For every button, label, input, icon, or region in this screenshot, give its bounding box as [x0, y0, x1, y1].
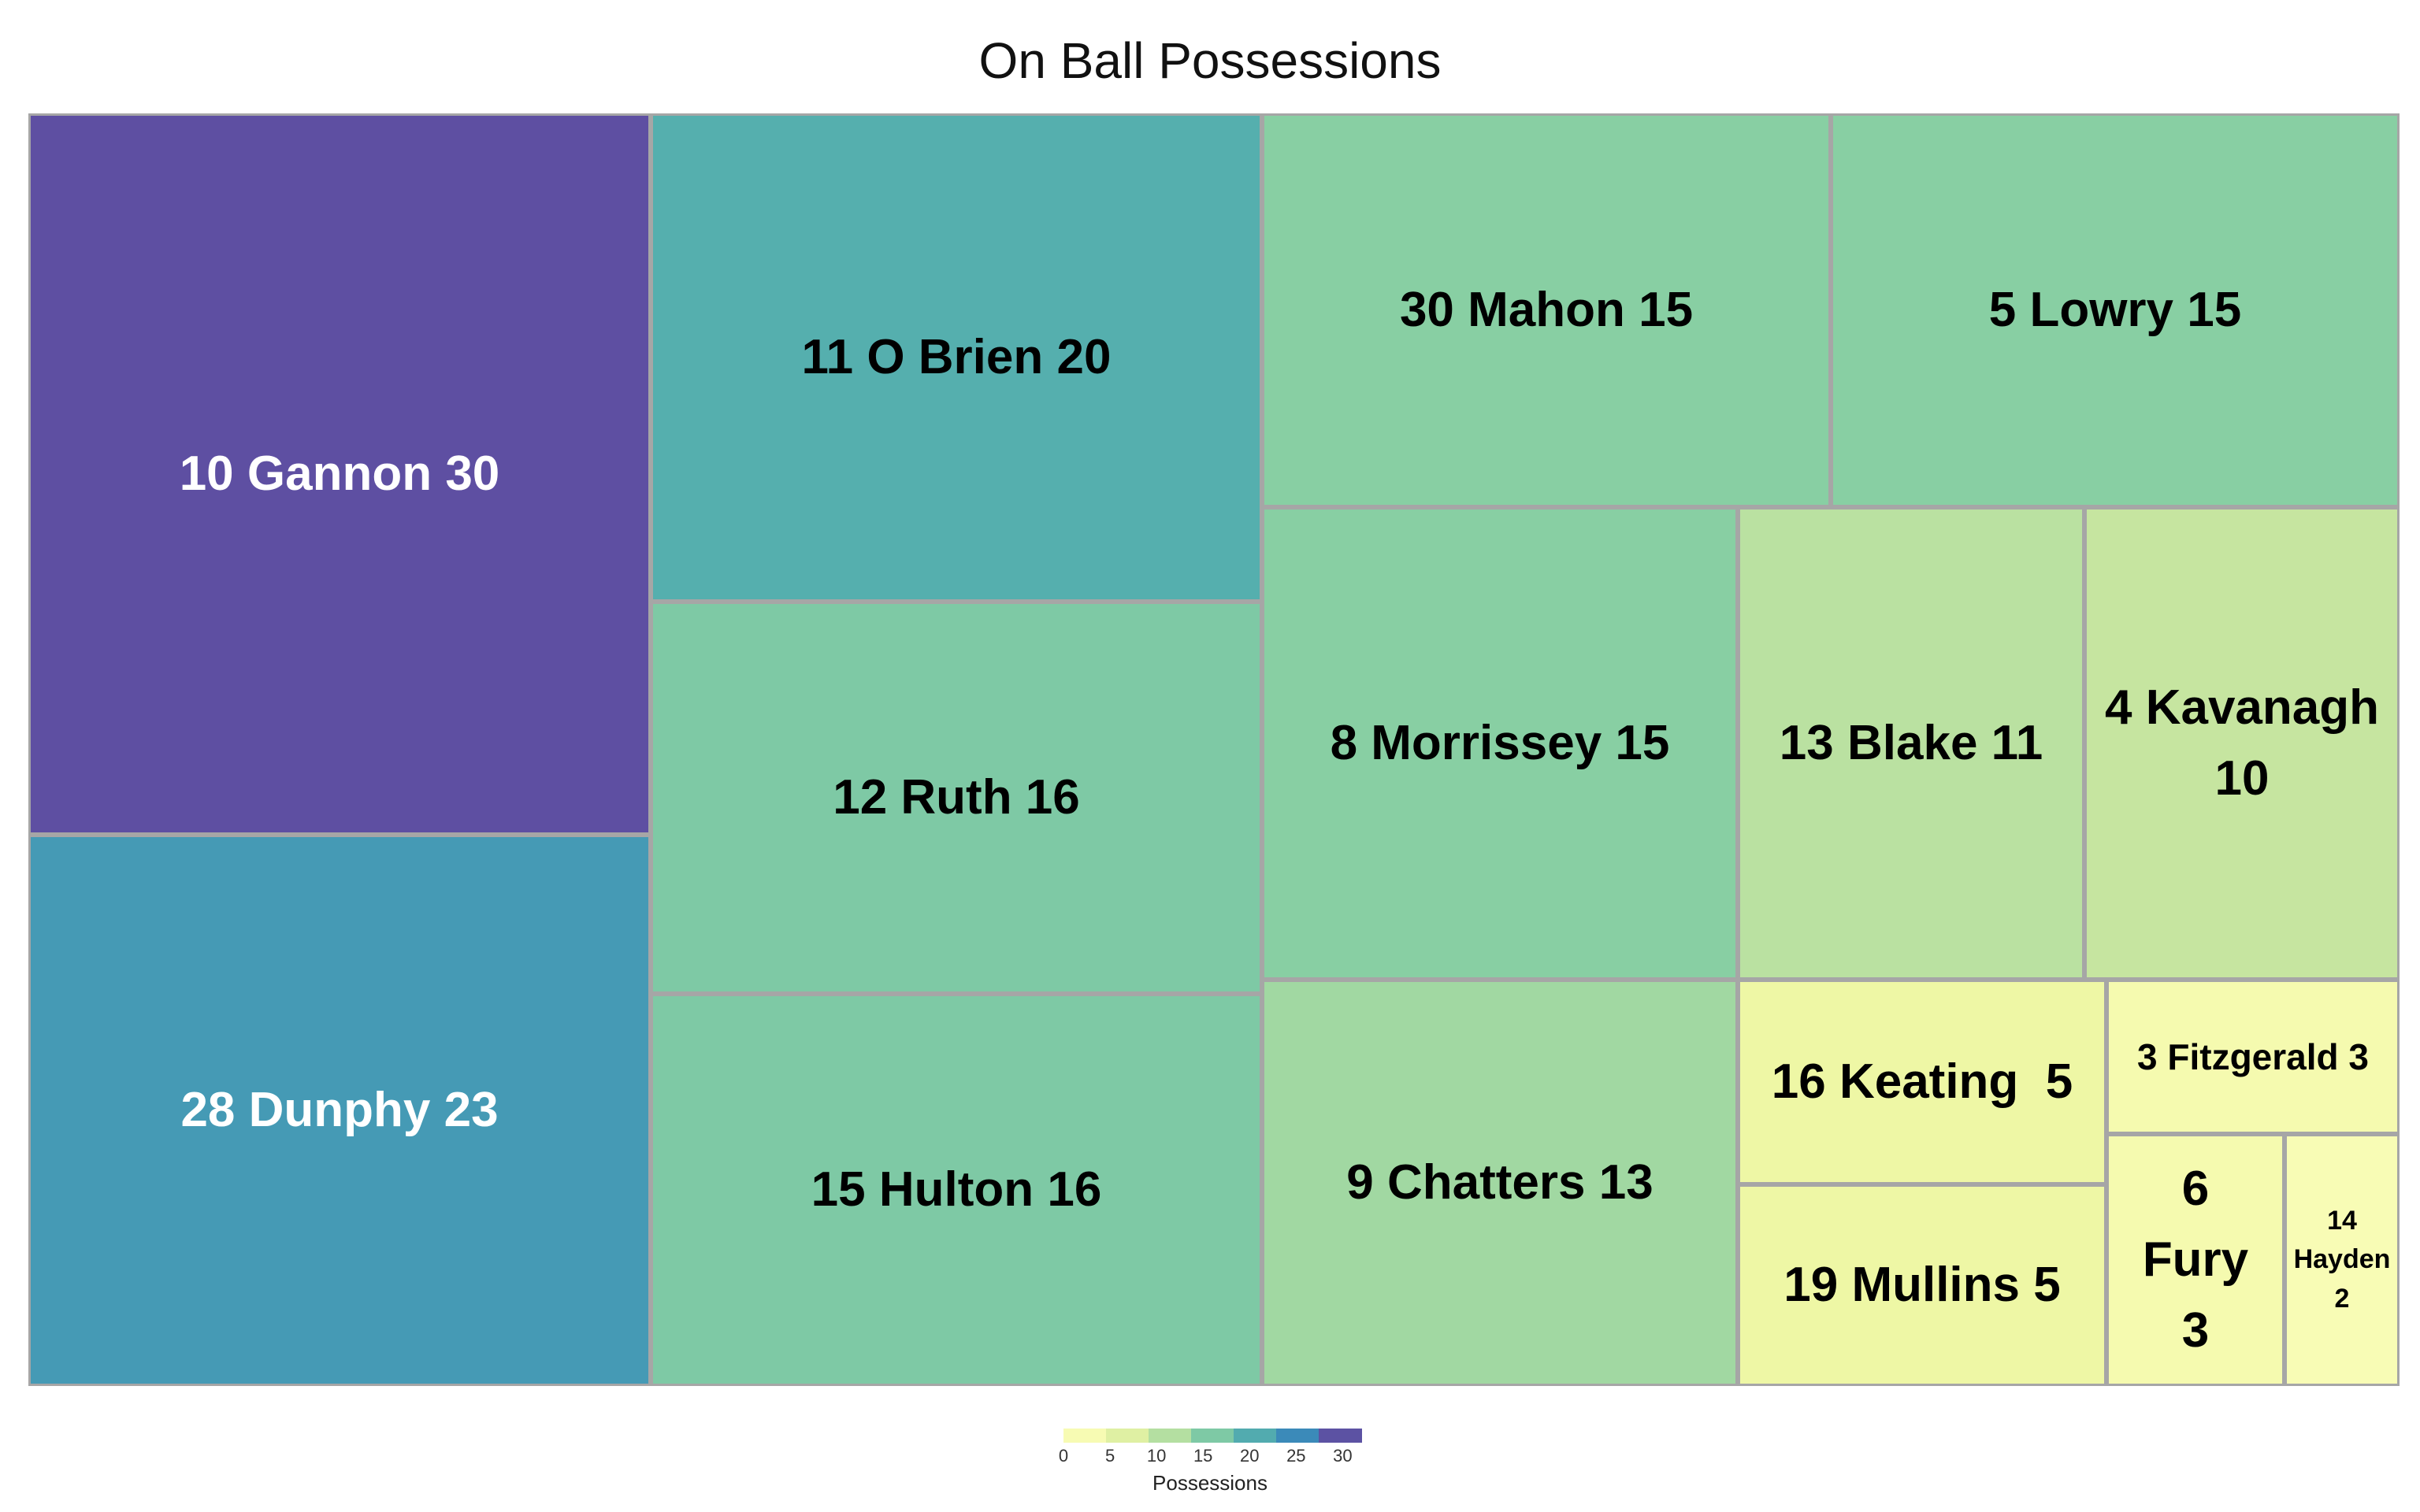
legend-tick-label: 25 — [1286, 1446, 1306, 1466]
tile-label: 19 Mullins 5 — [1783, 1258, 2061, 1313]
treemap-tile: 28 Dunphy 23 — [28, 835, 651, 1386]
tile-label: 9 Chatters 13 — [1346, 1155, 1654, 1210]
tile-label: 28 Dunphy 23 — [180, 1083, 499, 1138]
treemap-tile: 8 Morrissey 15 — [1262, 507, 1738, 980]
treemap-tile: 19 Mullins 5 — [1738, 1184, 2106, 1386]
tile-label: 3 Fitzgerald 3 — [2137, 1036, 2369, 1077]
legend-swatch — [1063, 1429, 1107, 1443]
legend-swatch — [1106, 1429, 1149, 1443]
legend-tick-label: 5 — [1104, 1446, 1115, 1466]
tile-label: 15 Hulton 16 — [811, 1162, 1102, 1217]
legend-tick-label: 20 — [1240, 1446, 1260, 1466]
treemap-tile: 5 Lowry 15 — [1831, 113, 2400, 507]
treemap-tile: 3 Fitzgerald 3 — [2106, 980, 2400, 1134]
tile-label: 5 Lowry 15 — [1988, 283, 2242, 338]
tile-label: 11 O Brien 20 — [801, 330, 1112, 385]
legend-tick-label: 10 — [1146, 1446, 1167, 1466]
tile-label: 16 Keating 5 — [1771, 1054, 2073, 1110]
legend-title: Possessions — [1152, 1471, 1268, 1495]
chart-title: On Ball Possessions — [978, 32, 1442, 89]
treemap-tile: 15 Hulton 16 — [651, 994, 1262, 1386]
tile-label: 4 Kavanagh 10 — [2104, 680, 2380, 806]
legend-swatch — [1149, 1429, 1192, 1443]
treemap-tile: 6 Fury 3 — [2106, 1134, 2285, 1386]
legend-swatch — [1191, 1429, 1234, 1443]
treemap-tile: 9 Chatters 13 — [1262, 980, 1738, 1386]
legend-tick-label: 0 — [1058, 1446, 1069, 1466]
tile-label: 12 Ruth 16 — [833, 770, 1080, 825]
tile-label: 13 Blake 11 — [1779, 716, 2043, 771]
legend-swatch — [1276, 1429, 1319, 1443]
tile-label: 10 Gannon 30 — [179, 447, 500, 502]
treemap-tile: 14 Hayden 2 — [2285, 1134, 2400, 1386]
tile-label: 6 Fury 3 — [2142, 1162, 2249, 1358]
legend-tick-label: 15 — [1193, 1446, 1213, 1466]
treemap-tile: 11 O Brien 20 — [651, 113, 1262, 602]
legend-tick-label: 30 — [1333, 1446, 1353, 1466]
legend-swatch — [1234, 1429, 1277, 1443]
tile-label: 14 Hayden 2 — [2293, 1206, 2391, 1314]
treemap-tile: 30 Mahon 15 — [1262, 113, 1831, 507]
tile-label: 8 Morrissey 15 — [1330, 716, 1670, 771]
treemap-tile: 4 Kavanagh 10 — [2084, 507, 2400, 980]
treemap-tile: 12 Ruth 16 — [651, 602, 1262, 994]
legend-swatch — [1319, 1429, 1362, 1443]
treemap-tile: 16 Keating 5 — [1738, 980, 2106, 1184]
treemap-tile: 13 Blake 11 — [1738, 507, 2084, 980]
tile-label: 30 Mahon 15 — [1399, 283, 1694, 338]
treemap-tile: 10 Gannon 30 — [28, 113, 651, 835]
